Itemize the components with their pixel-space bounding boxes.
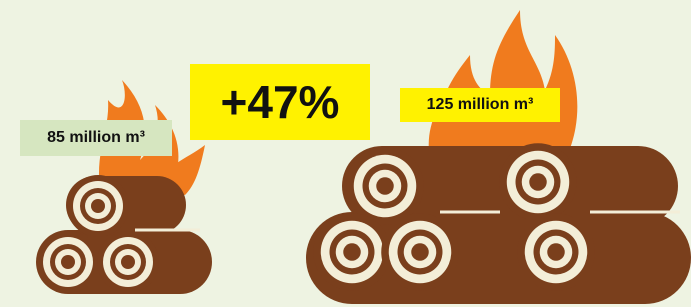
log-pile-big [306,143,691,304]
change-label: +47% [190,64,370,140]
right-label: 125 million m³ [400,88,560,122]
infographic: 85 million m³ +47% 125 million m³ [0,0,691,307]
left-label: 85 million m³ [20,120,172,156]
flames-big [429,10,578,160]
